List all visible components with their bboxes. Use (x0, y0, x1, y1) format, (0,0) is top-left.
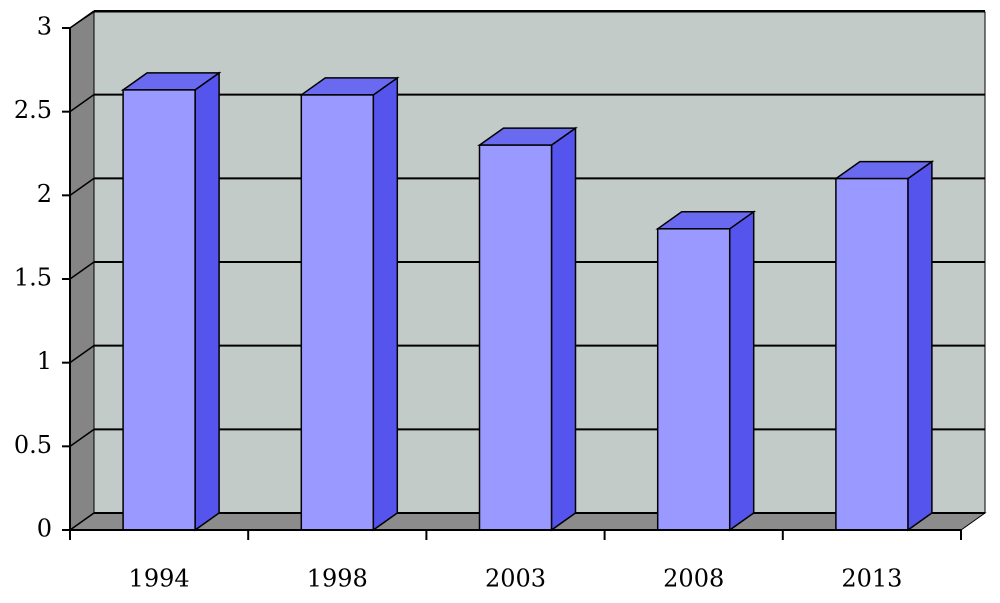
bar-side (550, 126, 577, 532)
grid-line (69, 512, 95, 531)
bar (656, 228, 731, 531)
grid-line (69, 428, 95, 447)
grid-line (69, 94, 95, 113)
y-tick-label: 0 (37, 515, 52, 543)
y-tick-label: 0.5 (14, 431, 52, 459)
bar (300, 94, 375, 531)
bar-side (372, 76, 399, 532)
bar (835, 177, 909, 531)
x-tick-label: 2003 (485, 565, 546, 593)
bar (478, 144, 553, 531)
bar-side (194, 71, 220, 532)
y-tick-label: 1 (37, 347, 52, 375)
bar (122, 89, 196, 531)
y-tick-label: 2 (37, 180, 52, 208)
y-tick-label: 1.5 (14, 264, 52, 292)
x-tick-label: 1994 (129, 565, 190, 593)
bar-side (907, 160, 933, 532)
grid-line (69, 177, 95, 196)
x-tick-label: 1998 (307, 565, 368, 593)
y-tick-label: 2.5 (14, 96, 52, 124)
grid-line (69, 345, 95, 364)
grid-line (69, 261, 95, 280)
x-tick-label: 2008 (663, 565, 724, 593)
bar-side (728, 210, 755, 532)
bars (120, 71, 935, 532)
x-tick-label: 2013 (841, 565, 902, 593)
grid-line (69, 10, 95, 29)
y-tick-label: 3 (37, 13, 52, 41)
